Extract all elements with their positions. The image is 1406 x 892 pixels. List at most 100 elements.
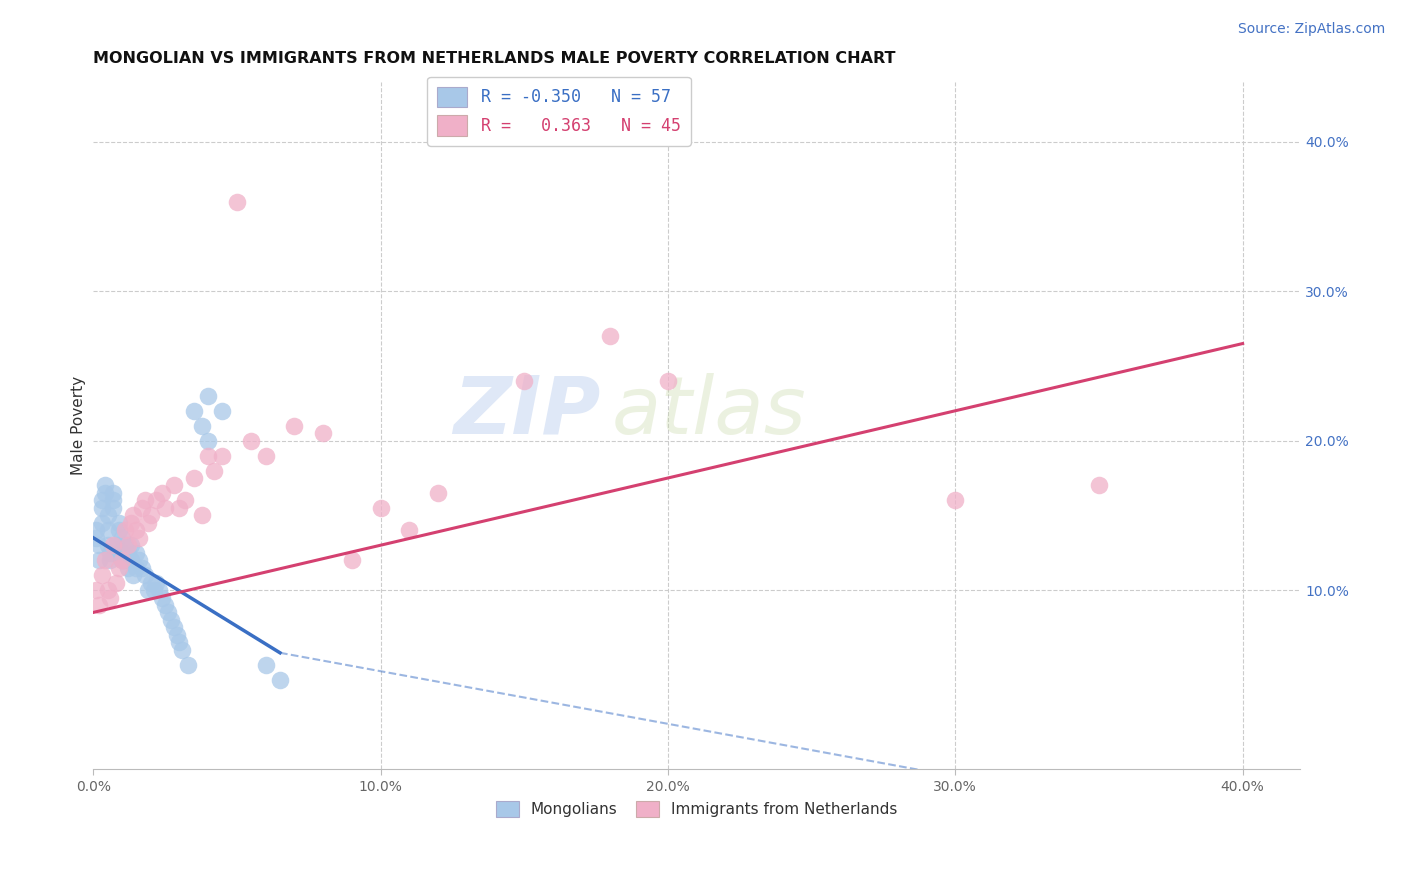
Point <box>96 508 118 523</box>
Point <box>142 582 165 597</box>
Point <box>122 568 145 582</box>
Point <box>117 538 139 552</box>
Point <box>197 389 219 403</box>
Point <box>169 635 191 649</box>
Text: ZIP: ZIP <box>453 373 600 451</box>
Point <box>96 538 118 552</box>
Point <box>166 628 188 642</box>
Point <box>131 560 153 574</box>
Point <box>240 434 263 448</box>
Point <box>283 418 305 433</box>
Point <box>427 486 450 500</box>
Point <box>202 463 225 477</box>
Point <box>125 560 148 574</box>
Point <box>139 508 162 523</box>
Point <box>84 523 107 537</box>
Point <box>163 620 186 634</box>
Point <box>96 523 118 537</box>
Point <box>93 553 115 567</box>
Point <box>96 582 118 597</box>
Point <box>105 575 128 590</box>
Point <box>156 606 179 620</box>
Point <box>657 374 679 388</box>
Point <box>513 374 536 388</box>
Point <box>120 538 142 552</box>
Point <box>117 560 139 574</box>
Point <box>114 523 136 537</box>
Point <box>136 516 159 530</box>
Point <box>254 657 277 672</box>
Point <box>117 546 139 560</box>
Point <box>1088 478 1111 492</box>
Point <box>134 493 156 508</box>
Point <box>225 194 247 209</box>
Point <box>159 613 181 627</box>
Point <box>211 449 233 463</box>
Text: MONGOLIAN VS IMMIGRANTS FROM NETHERLANDS MALE POVERTY CORRELATION CHART: MONGOLIAN VS IMMIGRANTS FROM NETHERLANDS… <box>93 51 896 66</box>
Point <box>269 673 291 687</box>
Point <box>103 493 125 508</box>
Point <box>183 471 205 485</box>
Point <box>163 478 186 492</box>
Point <box>87 598 110 612</box>
Point <box>398 523 420 537</box>
Point <box>105 538 128 552</box>
Point <box>136 582 159 597</box>
Point <box>100 553 122 567</box>
Point <box>148 582 170 597</box>
Point <box>145 493 167 508</box>
Point <box>312 426 335 441</box>
Point <box>103 538 125 552</box>
Point <box>153 500 176 515</box>
Text: Source: ZipAtlas.com: Source: ZipAtlas.com <box>1237 22 1385 37</box>
Point <box>125 546 148 560</box>
Point <box>191 418 214 433</box>
Point <box>177 657 200 672</box>
Point <box>125 523 148 537</box>
Point <box>90 516 112 530</box>
Point <box>111 546 134 560</box>
Point <box>128 531 150 545</box>
Point <box>108 523 131 537</box>
Point <box>100 546 122 560</box>
Point <box>108 560 131 574</box>
Point <box>191 508 214 523</box>
Point <box>114 538 136 552</box>
Point <box>153 598 176 612</box>
Point <box>172 642 194 657</box>
Point <box>943 493 966 508</box>
Y-axis label: Male Poverty: Male Poverty <box>72 376 86 475</box>
Point <box>114 553 136 567</box>
Point <box>105 546 128 560</box>
Point <box>120 516 142 530</box>
Point <box>87 538 110 552</box>
Point <box>84 582 107 597</box>
Point <box>111 553 134 567</box>
Point <box>150 591 173 605</box>
Point <box>128 553 150 567</box>
Point <box>90 568 112 582</box>
Point <box>169 500 191 515</box>
Point <box>111 531 134 545</box>
Point <box>599 329 621 343</box>
Point <box>145 575 167 590</box>
Point <box>370 500 392 515</box>
Point <box>120 553 142 567</box>
Point <box>87 553 110 567</box>
Point <box>150 486 173 500</box>
Point <box>111 553 134 567</box>
Point <box>103 486 125 500</box>
Legend: Mongolians, Immigrants from Netherlands: Mongolians, Immigrants from Netherlands <box>489 795 904 823</box>
Point <box>211 404 233 418</box>
Point <box>108 516 131 530</box>
Point <box>90 500 112 515</box>
Point <box>134 568 156 582</box>
Point <box>139 575 162 590</box>
Point <box>93 486 115 500</box>
Point <box>183 404 205 418</box>
Point <box>197 449 219 463</box>
Point <box>90 493 112 508</box>
Point <box>174 493 197 508</box>
Point <box>103 500 125 515</box>
Point <box>100 591 122 605</box>
